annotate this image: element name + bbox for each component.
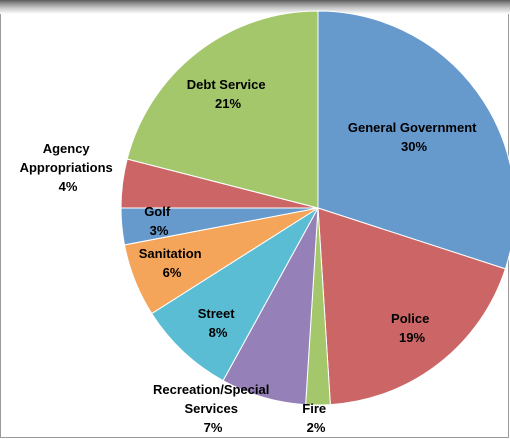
slice-label-sanitation: Sanitation 6% [139,246,205,280]
slice-label-agency-appropriations: Agency Appropriations 4% [20,141,117,194]
slice-label-recreation-special-services: Recreation/Special Services 7% [153,382,273,435]
slice-label-fire: Fire 2% [302,401,329,435]
slice-label-street: Street 8% [198,306,238,340]
slice-label-police: Police 19% [391,311,433,345]
pie-labels: General Government 30% Police 19% Fire 2… [20,77,480,435]
window-top-shadow [0,0,510,14]
slice-label-general-government: General Government 30% [348,120,480,154]
slice-label-golf: Golf 3% [144,204,174,238]
slice-police [317,207,506,406]
slice-general-government [317,10,510,270]
slice-street [150,207,319,382]
pie-slices [120,10,510,406]
slice-debt-service [126,10,319,209]
slice-label-debt-service: Debt Service 21% [187,77,269,111]
